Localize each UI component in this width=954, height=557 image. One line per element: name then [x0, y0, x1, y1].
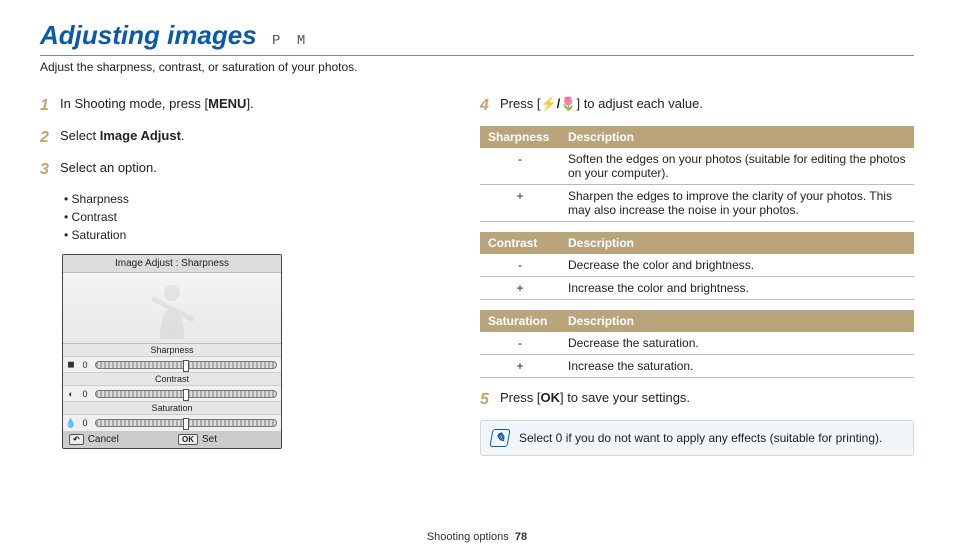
th-sharpness: Sharpness: [480, 126, 560, 148]
step-5-pre: Press [: [500, 390, 540, 405]
bullet-saturation: Saturation: [64, 226, 420, 244]
step-2-text-post: .: [181, 128, 185, 143]
lcd-title: Image Adjust : Sharpness: [63, 255, 281, 273]
th-description: Description: [560, 310, 914, 332]
option-bullets: Sharpness Contrast Saturation: [64, 190, 420, 244]
cell-desc: Increase the saturation.: [560, 355, 914, 378]
footer-page: 78: [515, 531, 527, 543]
th-description: Description: [560, 232, 914, 254]
th-contrast: Contrast: [480, 232, 560, 254]
slider-label-contrast: Contrast: [63, 373, 281, 386]
step-5-post: ] to save your settings.: [560, 390, 690, 405]
step-number: 4: [480, 94, 500, 118]
th-saturation: Saturation: [480, 310, 560, 332]
header: Adjusting images P M: [40, 20, 914, 56]
tip-text: Select 0 if you do not want to apply any…: [519, 431, 882, 445]
cell-desc: Soften the edges on your photos (suitabl…: [560, 148, 914, 185]
saturation-table: SaturationDescription -Decrease the satu…: [480, 310, 914, 378]
page-title: Adjusting images: [40, 20, 257, 51]
step-3-text: Select an option.: [60, 158, 420, 182]
slider-label-saturation: Saturation: [63, 402, 281, 415]
slider-value: 0: [79, 389, 91, 399]
cell-plus: +: [480, 277, 560, 300]
silhouette-icon: [142, 279, 202, 339]
step-2-bold: Image Adjust: [100, 128, 181, 143]
cell-desc: Decrease the saturation.: [560, 332, 914, 355]
cell-plus: +: [480, 355, 560, 378]
step-4-post: ] to adjust each value.: [576, 96, 702, 111]
slider-thumb: [183, 389, 189, 401]
slider-row-sharpness: ◼ 0: [63, 357, 281, 373]
footer-section: Shooting options: [427, 531, 509, 543]
slider-row-contrast: ◐ 0: [63, 386, 281, 402]
bullet-sharpness: Sharpness: [64, 190, 420, 208]
cell-desc: Sharpen the edges to improve the clarity…: [560, 185, 914, 222]
note-icon: ✎: [489, 429, 510, 447]
slider-row-saturation: 💧 0: [63, 415, 281, 431]
lcd-footer: ↶ Cancel OK Set: [63, 431, 281, 448]
lcd-sliders: Sharpness ◼ 0 Contrast ◐ 0 Saturation 💧 …: [63, 343, 281, 431]
slider-label-sharpness: Sharpness: [63, 344, 281, 357]
set-label: Set: [202, 434, 217, 445]
step-number: 2: [40, 126, 60, 150]
step-number: 1: [40, 94, 60, 118]
step-3: 3 Select an option.: [40, 158, 420, 182]
left-column: 1 In Shooting mode, press [MENU]. 2 Sele…: [40, 94, 420, 456]
step-1-text-post: ].: [246, 96, 253, 111]
ok-key: OK: [540, 390, 560, 405]
lcd-cancel: ↶ Cancel: [63, 431, 172, 448]
slider-value: 0: [79, 360, 91, 370]
step-1-text-pre: In Shooting mode, press [: [60, 96, 208, 111]
cell-minus: -: [480, 148, 560, 185]
slider-thumb: [183, 360, 189, 372]
slider-value: 0: [79, 418, 91, 428]
slider-thumb: [183, 418, 189, 430]
sharpness-table: SharpnessDescription -Soften the edges o…: [480, 126, 914, 222]
mode-indicator: P M: [272, 33, 309, 49]
ok-icon: OK: [178, 434, 198, 445]
lcd-preview: Image Adjust : Sharpness Sharpness ◼ 0 C…: [62, 254, 282, 449]
sharpness-icon: ◼: [63, 359, 79, 370]
lcd-set: OK Set: [172, 431, 281, 448]
cell-minus: -: [480, 254, 560, 277]
cancel-label: Cancel: [88, 434, 119, 445]
slider-track: [95, 361, 277, 369]
cell-plus: +: [480, 185, 560, 222]
slider-track: [95, 419, 277, 427]
step-4-pre: Press [: [500, 96, 540, 111]
lcd-body: [63, 273, 281, 343]
step-2-text-pre: Select: [60, 128, 100, 143]
step-5: 5 Press [OK] to save your settings.: [480, 388, 914, 412]
saturation-icon: 💧: [63, 418, 79, 429]
page-subtitle: Adjust the sharpness, contrast, or satur…: [40, 60, 914, 74]
contrast-table: ContrastDescription -Decrease the color …: [480, 232, 914, 300]
cell-minus: -: [480, 332, 560, 355]
tip-box: ✎ Select 0 if you do not want to apply a…: [480, 420, 914, 456]
th-description: Description: [560, 126, 914, 148]
cell-desc: Increase the color and brightness.: [560, 277, 914, 300]
page-footer: Shooting options 78: [0, 531, 954, 543]
menu-key: MENU: [208, 96, 246, 111]
cell-desc: Decrease the color and brightness.: [560, 254, 914, 277]
step-number: 5: [480, 388, 500, 412]
step-number: 3: [40, 158, 60, 182]
back-icon: ↶: [69, 434, 84, 445]
step-1: 1 In Shooting mode, press [MENU].: [40, 94, 420, 118]
slider-track: [95, 390, 277, 398]
contrast-icon: ◐: [63, 389, 79, 399]
right-column: 4 Press [⚡/🌷] to adjust each value. Shar…: [480, 94, 914, 456]
step-2: 2 Select Image Adjust.: [40, 126, 420, 150]
flash-macro-icon: ⚡/🌷: [540, 96, 576, 111]
bullet-contrast: Contrast: [64, 208, 420, 226]
step-4: 4 Press [⚡/🌷] to adjust each value.: [480, 94, 914, 118]
